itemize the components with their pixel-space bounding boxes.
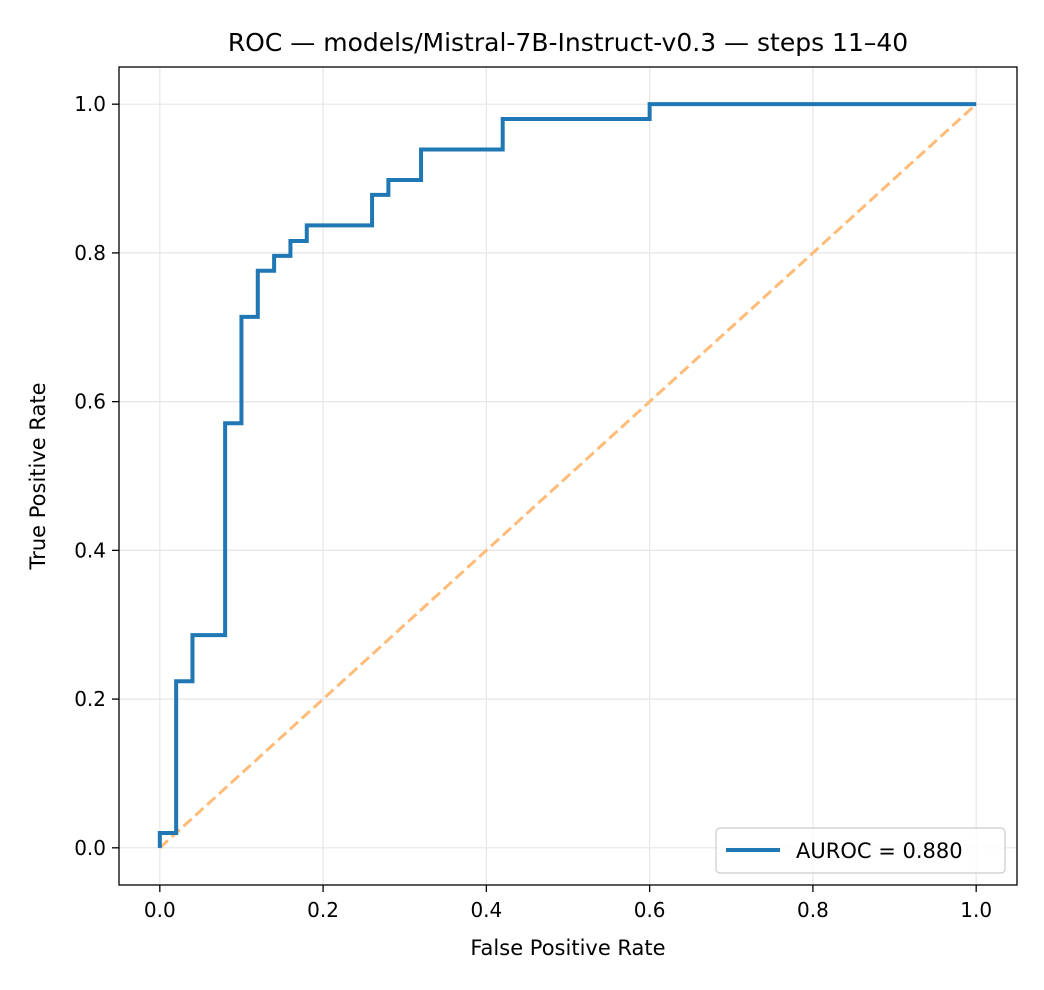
ticks: 0.0 0.2 0.4 0.6 0.8 1.0 0.0 0.2 0.4 0.6 0.8 1.0 bbox=[74, 92, 992, 922]
y-tick-label-5: 1.0 bbox=[74, 92, 106, 116]
legend: AUROC = 0.880 bbox=[715, 827, 1006, 874]
x-tick-label-1: 0.2 bbox=[307, 898, 339, 922]
legend-box bbox=[715, 827, 1006, 874]
y-tick-label-0: 0.0 bbox=[74, 836, 106, 860]
x-tick-label-5: 1.0 bbox=[960, 898, 992, 922]
x-tick-label-0: 0.0 bbox=[144, 898, 176, 922]
y-tick-label-3: 0.6 bbox=[74, 390, 106, 414]
legend-label: AUROC = 0.880 bbox=[796, 839, 963, 863]
grid bbox=[119, 67, 1017, 885]
chance-diagonal-line bbox=[158, 103, 978, 849]
y-tick-label-4: 0.8 bbox=[74, 241, 106, 265]
x-axis-label: False Positive Rate bbox=[470, 936, 665, 960]
series-layer bbox=[157, 102, 978, 849]
y-tick-label-2: 0.4 bbox=[74, 538, 106, 562]
x-tick-label-2: 0.4 bbox=[470, 898, 502, 922]
y-axis-label: True Positive Rate bbox=[26, 382, 50, 570]
chart-title: ROC — models/Mistral-7B-Instruct-v0.3 — … bbox=[228, 28, 908, 57]
roc-curve-line bbox=[157, 102, 977, 848]
x-tick-label-3: 0.6 bbox=[634, 898, 666, 922]
x-tick-label-4: 0.8 bbox=[797, 898, 829, 922]
plot-frame bbox=[118, 66, 1018, 886]
y-tick-label-1: 0.2 bbox=[74, 687, 106, 711]
